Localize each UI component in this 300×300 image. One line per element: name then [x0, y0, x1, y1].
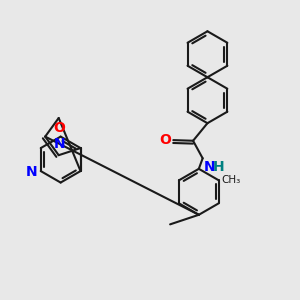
Text: N: N [204, 160, 216, 174]
Text: N: N [53, 137, 65, 152]
Text: N: N [25, 165, 37, 179]
Text: CH₃: CH₃ [221, 175, 241, 185]
Text: O: O [159, 133, 171, 147]
Text: H: H [213, 160, 224, 174]
Text: O: O [53, 121, 65, 135]
